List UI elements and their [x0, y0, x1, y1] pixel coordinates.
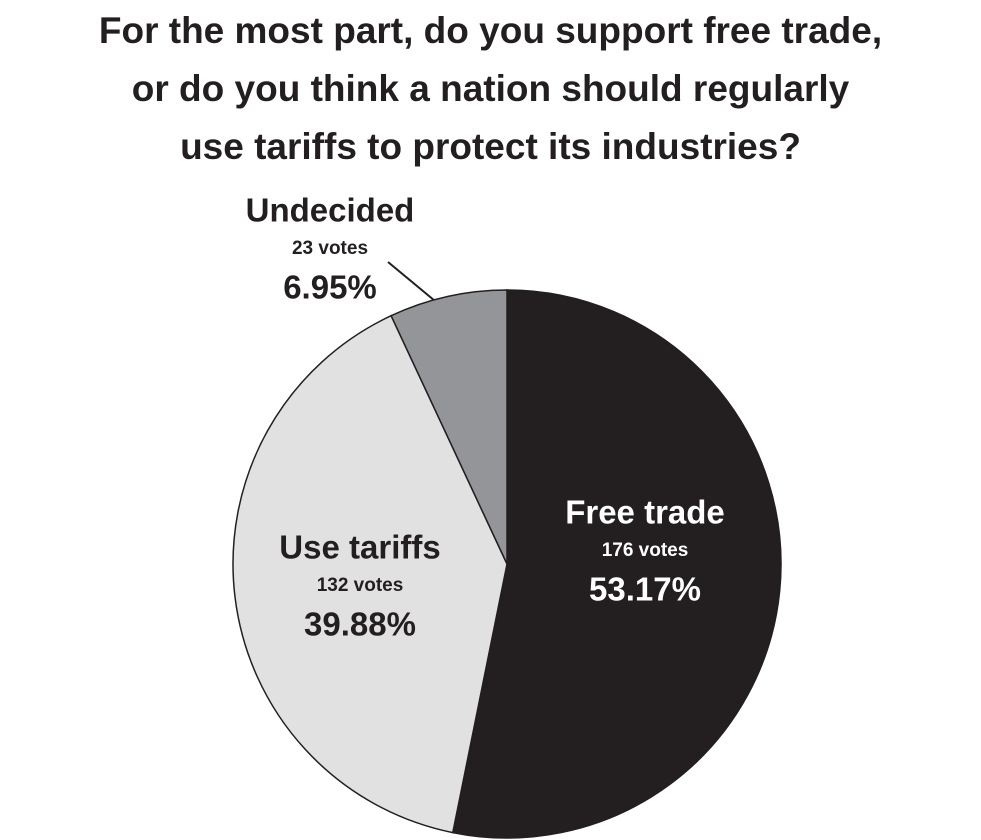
pie-slice	[390, 289, 508, 565]
vote-label: 132 votes	[317, 575, 404, 596]
value-label: 53.17%	[589, 571, 701, 608]
vote-label: 176 votes	[602, 540, 689, 561]
vote-label: 23 votes	[292, 238, 368, 259]
slice-label: Use tariffs	[279, 529, 440, 566]
slice-label: Undecided	[246, 192, 415, 229]
value-label: 6.95%	[283, 269, 377, 306]
slice-label: Free trade	[565, 494, 725, 531]
pie-slice	[451, 289, 782, 839]
chart-title: For the most part, do you support free t…	[98, 10, 883, 167]
pie-slice	[232, 314, 508, 834]
value-label: 39.88%	[304, 606, 416, 643]
